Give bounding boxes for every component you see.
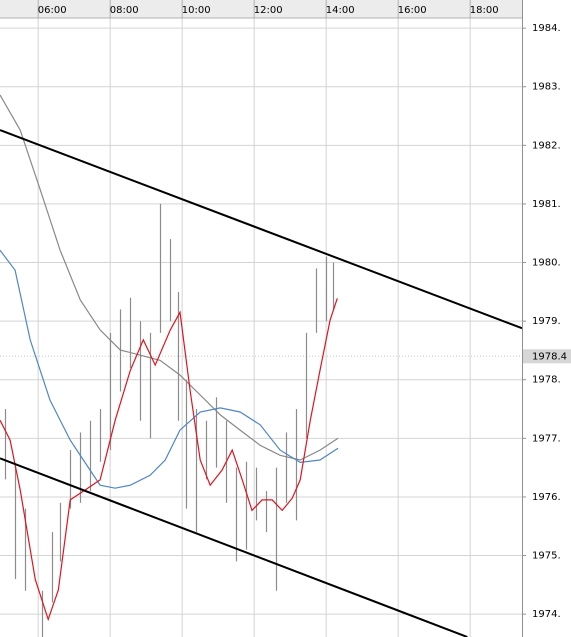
moving-average	[0, 94, 339, 461]
x-tick-label: 10:00	[182, 5, 211, 16]
x-tick-label: 06:00	[38, 5, 67, 16]
y-tick-label: 1978.	[532, 375, 561, 386]
y-tick-label: 1982.	[532, 140, 561, 151]
x-tick-label: 18:00	[470, 5, 499, 16]
y-tick-label: 1975.	[532, 551, 561, 562]
y-tick-label: 1981.	[532, 199, 561, 210]
y-tick-label: 1984.	[532, 23, 561, 34]
x-tick-label: 08:00	[110, 5, 139, 16]
x-tick-label: 16:00	[398, 5, 427, 16]
x-tick-label: 14:00	[326, 5, 355, 16]
moving-average	[0, 249, 339, 489]
y-tick-label: 1980.	[532, 258, 561, 269]
plot-area	[0, 0, 522, 637]
moving-average	[0, 298, 338, 622]
y-tick-label: 1977.	[532, 433, 561, 444]
y-tick-label: 1976.	[532, 492, 561, 503]
axes: 1984. 1983. 1982. 1981. 1980. 1979. 1978. 1977.…	[37, 0, 571, 620]
time-axis-band	[0, 0, 522, 18]
last-price-label: 1978.4	[532, 351, 567, 362]
last-price-tag	[523, 349, 571, 364]
trend-line	[0, 129, 522, 330]
y-tick-label: 1979.	[532, 316, 561, 327]
y-tick-label: 1974.	[532, 609, 561, 620]
trend-line	[0, 457, 468, 637]
y-tick-label: 1983.	[532, 82, 561, 93]
x-tick-label: 12:00	[254, 5, 283, 16]
